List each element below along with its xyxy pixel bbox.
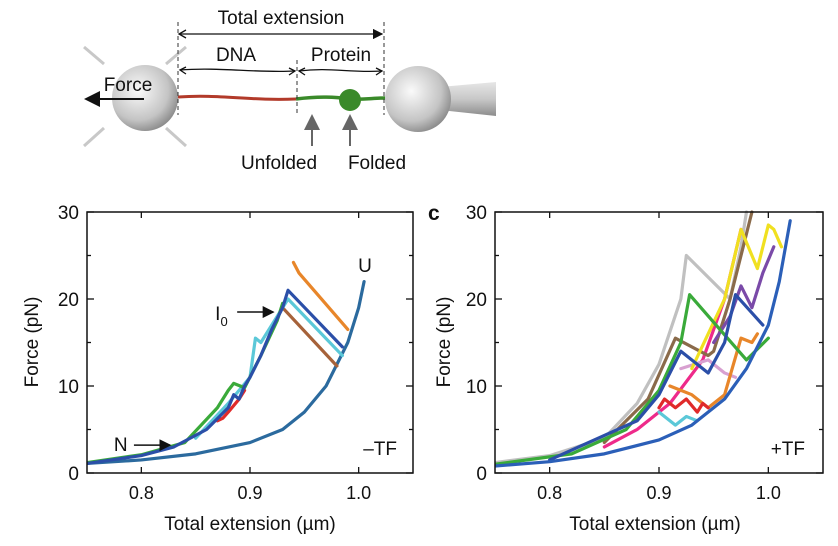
dna-tether (177, 94, 297, 101)
x-tick-label: 1.0 (346, 483, 371, 503)
y-tick-label: 10 (466, 377, 487, 398)
series-line-0 (87, 280, 366, 466)
series-line-11 (495, 219, 792, 468)
series-line-9 (495, 293, 770, 466)
series-line-3 (679, 358, 738, 379)
series-line-10 (548, 293, 765, 462)
y-tick-label: 30 (58, 203, 79, 224)
condition-label: –TF (363, 439, 397, 460)
series-line-5 (657, 397, 710, 414)
unfolded-label: Unfolded (241, 153, 317, 174)
folded-domain (339, 89, 361, 111)
series-line-8 (712, 245, 776, 345)
x-tick-label: 0.8 (537, 483, 562, 503)
series-line-6 (657, 410, 699, 427)
y-tick-label: 20 (466, 290, 487, 311)
panel-label: c (428, 202, 440, 225)
series-line-7 (690, 223, 784, 371)
series-line-2 (281, 306, 339, 368)
condition-label: +TF (771, 439, 805, 460)
series-group (87, 260, 366, 466)
series-line-6 (87, 288, 344, 466)
folded-label: Folded (348, 153, 406, 174)
plot-frame (86, 211, 414, 474)
x-tick-label: 0.9 (646, 483, 671, 503)
y-axis-label: Force (pN) (434, 297, 455, 388)
series-line-1 (291, 260, 350, 332)
series-line-4 (668, 332, 760, 410)
series-group (495, 210, 792, 468)
y-axis-label: Force (pN) (22, 297, 43, 388)
dna-label: DNA (216, 45, 256, 66)
annotation-i0: I0 (215, 304, 228, 329)
laser-rays-icon (82, 45, 188, 148)
pipette-icon (440, 82, 496, 116)
protein-bracket (298, 68, 383, 73)
annotation-u: U (358, 256, 372, 277)
y-tick-label: 0 (68, 464, 79, 485)
protein-label: Protein (311, 45, 371, 66)
y-tick-label: 10 (58, 377, 79, 398)
pipette-bead (385, 66, 451, 132)
plot-frame (494, 211, 824, 474)
chart-minus-tf: Force (pN) Total extension (µm) –TF 0.8 0… (22, 203, 414, 535)
x-tick-label: 0.9 (237, 483, 262, 503)
x-axis-label: Total extension (µm) (569, 514, 740, 535)
annotation-n: N (114, 435, 128, 456)
tweezers-diagram: Total extension DNA Protein Force Unfold… (82, 8, 496, 174)
x-tick-label: 1.0 (756, 483, 781, 503)
y-tick-label: 0 (476, 464, 487, 485)
x-axis-label: Total extension (µm) (164, 514, 335, 535)
series-line-2 (602, 210, 754, 445)
total-extension-label: Total extension (218, 8, 345, 29)
y-tick-label: 20 (58, 290, 79, 311)
x-tick-label: 0.8 (129, 483, 154, 503)
chart-plus-tf: c Force (pN) Total extension (µm) +TF 0.… (428, 202, 824, 535)
y-tick-label: 30 (466, 203, 487, 224)
dna-bracket (179, 68, 296, 73)
force-label: Force (104, 75, 153, 96)
trapped-bead (112, 65, 178, 131)
